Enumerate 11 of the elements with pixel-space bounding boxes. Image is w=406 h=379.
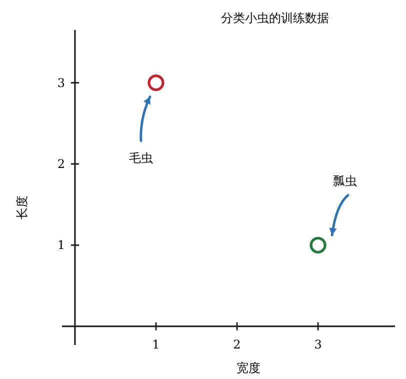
x-tick-label: 2 [233, 337, 241, 352]
x-axis-title: 宽度 [236, 361, 260, 375]
text: 瓢虫 [333, 174, 358, 188]
y-tick-label: 2 [57, 156, 65, 171]
y-axis-title: 长度 [15, 196, 29, 220]
chart-title: 分类小虫的训练数据 [221, 11, 329, 25]
x-tick-label: 1 [152, 337, 160, 352]
y-tick-label: 3 [57, 76, 65, 90]
y-tick-label: 1 [57, 238, 65, 252]
text: 毛虫 [128, 150, 153, 165]
x-tick-label: 3 [314, 337, 322, 352]
